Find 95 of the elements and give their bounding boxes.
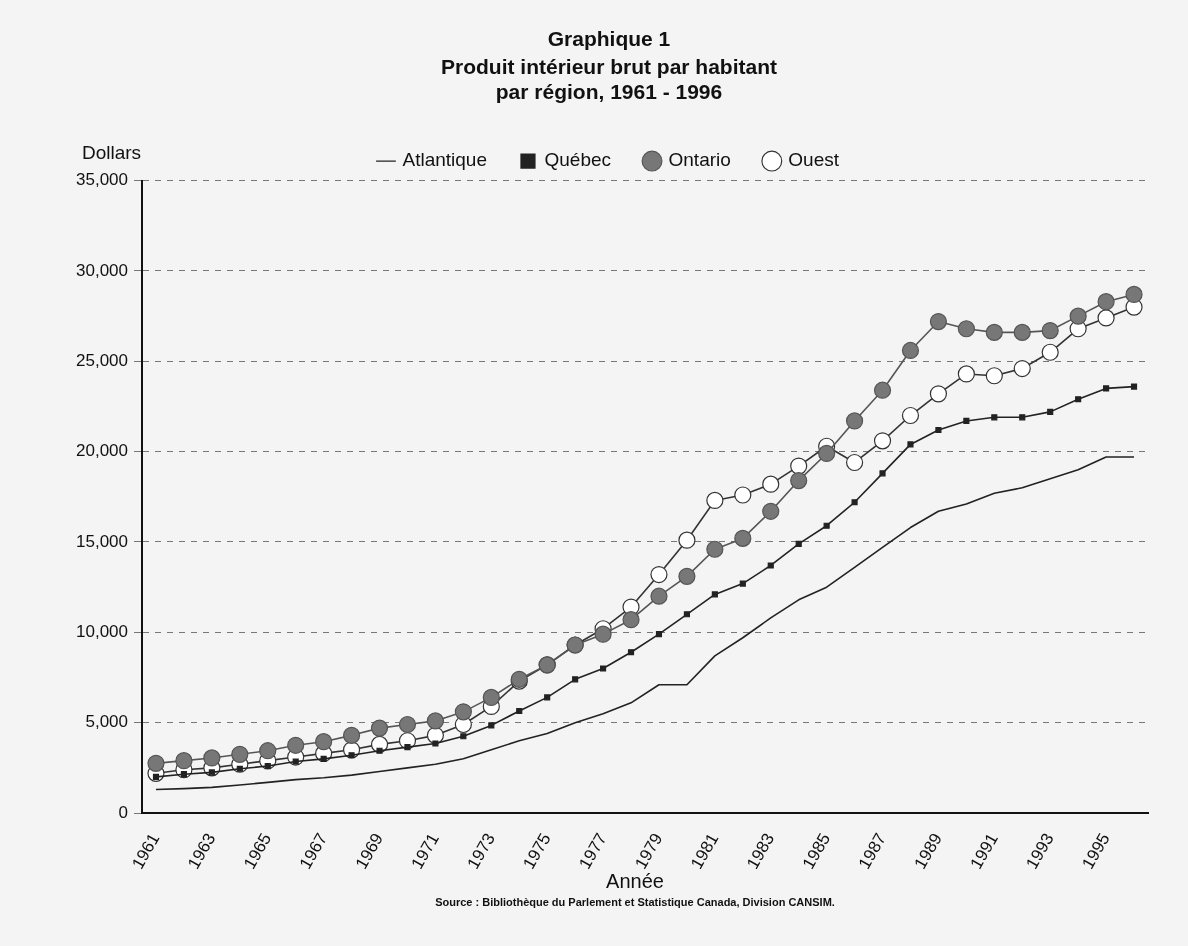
point (711, 591, 718, 598)
point (1041, 343, 1059, 361)
point (929, 385, 948, 403)
point (231, 745, 249, 763)
point (482, 688, 500, 706)
point (901, 341, 920, 360)
point (678, 531, 696, 549)
point (985, 367, 1003, 385)
point (1013, 359, 1031, 378)
point (426, 712, 445, 730)
point (600, 665, 607, 672)
point (957, 320, 975, 338)
point (963, 417, 970, 425)
point (655, 631, 663, 638)
point (767, 562, 774, 569)
point (460, 733, 467, 740)
point (147, 754, 165, 772)
point (650, 587, 668, 605)
point (1125, 285, 1143, 304)
point (790, 457, 808, 475)
point (873, 381, 892, 399)
y-tick-label: 0 (118, 802, 128, 822)
point (516, 707, 523, 715)
point (488, 722, 495, 729)
legend-label: Ouest (788, 149, 840, 171)
point (544, 694, 551, 701)
point (1097, 309, 1115, 327)
point (907, 441, 914, 448)
y-tick-label: 15,000 (76, 531, 128, 551)
point (622, 611, 640, 629)
point (739, 580, 746, 587)
point (706, 491, 724, 510)
point (790, 471, 808, 490)
y-tick-label: 25,000 (76, 350, 128, 370)
source-note: Source : Bibliothèque du Parlement et Statistique Canada, Division CANSIM. (435, 896, 835, 908)
point (572, 676, 579, 683)
point (683, 611, 690, 618)
point (879, 470, 886, 477)
point (935, 426, 942, 434)
point (398, 715, 417, 734)
point (901, 406, 920, 425)
y-tick-label: 10,000 (76, 622, 128, 642)
chart-subtitle: Produit intérieur brut par habitant par région, 1961 - 1996 (440, 54, 778, 103)
legend-label: Ontario (668, 149, 731, 171)
point (957, 365, 975, 383)
y-tick-label: 35,000 (76, 170, 128, 190)
point (734, 486, 752, 504)
point (1103, 385, 1110, 392)
point (734, 529, 752, 547)
x-axis-title: Année (606, 870, 664, 892)
point (627, 649, 635, 656)
chart-title: Graphique 1 (547, 27, 671, 51)
point (929, 312, 948, 331)
y-tick-label: 30,000 (76, 260, 128, 280)
point (823, 522, 830, 529)
point (376, 747, 383, 754)
point (432, 740, 439, 747)
point (594, 625, 612, 643)
point (315, 733, 333, 751)
y-axis-title: Dollars (82, 141, 142, 163)
point (348, 752, 355, 759)
point (320, 755, 327, 762)
y-tick-label: 5,000 (85, 712, 128, 732)
point (203, 749, 221, 767)
point (1041, 321, 1059, 340)
point (678, 567, 696, 585)
point (818, 444, 836, 463)
point (845, 453, 864, 472)
point (404, 744, 411, 751)
legend-label: Québec (544, 149, 612, 171)
point (1097, 293, 1115, 311)
point (287, 736, 305, 754)
point (1130, 383, 1138, 390)
legend-label: Atlantique (402, 149, 487, 171)
point (259, 742, 277, 760)
y-tick-label: 20,000 (76, 441, 128, 461)
point (795, 540, 802, 547)
point (873, 432, 892, 450)
point (762, 502, 780, 520)
point (342, 726, 361, 744)
point (1069, 307, 1087, 325)
point (454, 703, 472, 721)
point (175, 752, 193, 770)
point (845, 412, 864, 430)
point (851, 499, 858, 506)
point (706, 540, 724, 558)
point (1013, 323, 1031, 341)
point (762, 475, 780, 493)
point (991, 414, 998, 421)
point (985, 323, 1003, 341)
point (1019, 414, 1026, 421)
point (650, 565, 668, 584)
point (1075, 396, 1082, 403)
point (370, 719, 389, 737)
point (1047, 408, 1054, 415)
